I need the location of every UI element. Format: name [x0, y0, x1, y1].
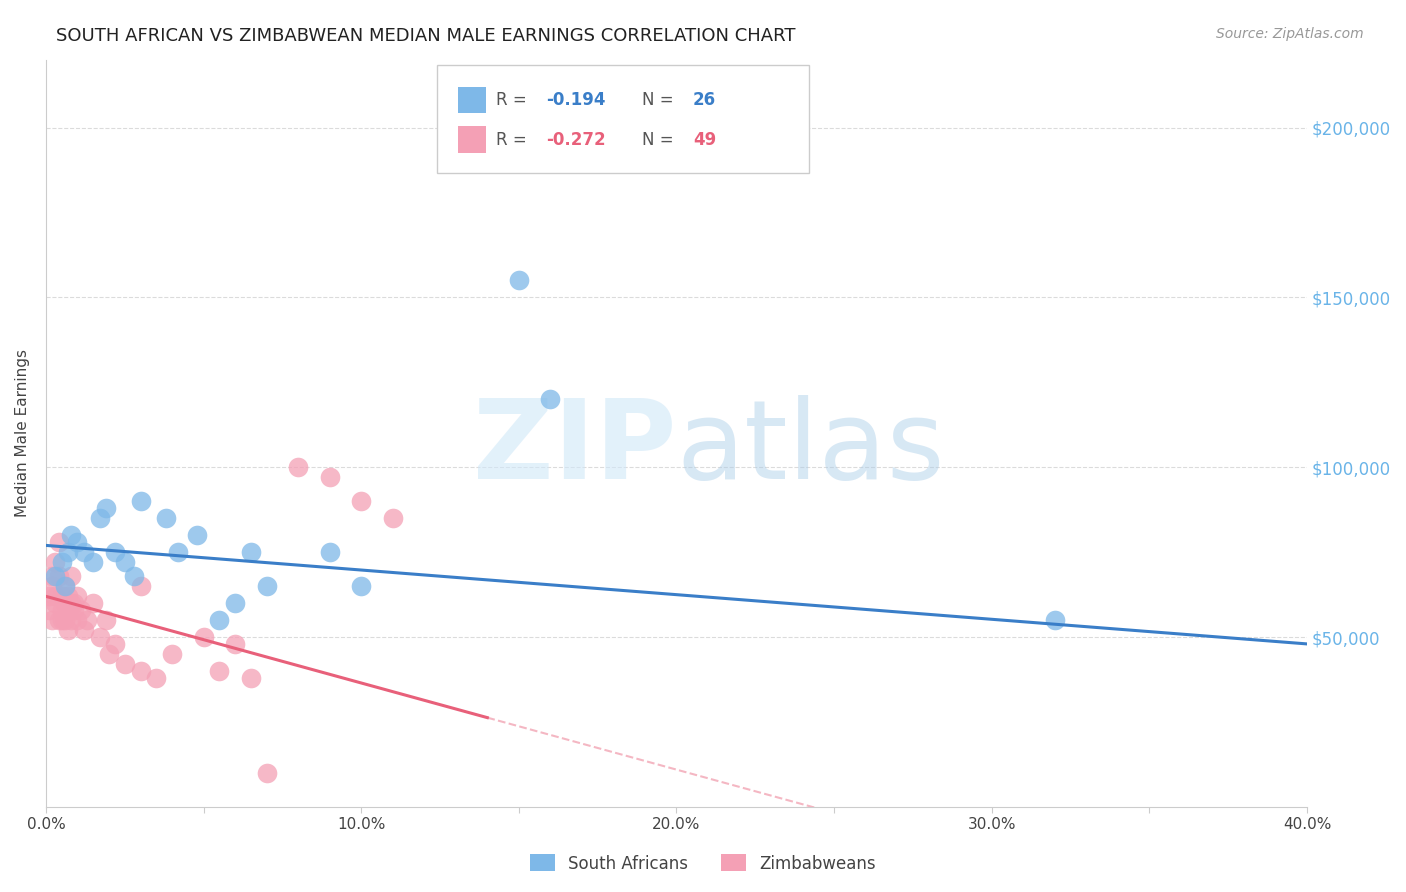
Point [318, 470, 340, 484]
Text: atlas: atlas [676, 395, 945, 501]
Point [48, 535, 70, 549]
Point [48, 613, 70, 627]
Point [60, 613, 83, 627]
Point [44, 590, 66, 604]
Point [51, 555, 73, 569]
Point [56, 545, 79, 559]
Point [73, 545, 96, 559]
Point [287, 460, 309, 475]
Point [76, 613, 98, 627]
Point [44, 555, 66, 569]
Point [129, 579, 152, 593]
Point [66, 590, 89, 604]
Point [1043, 613, 1066, 627]
Point [60, 569, 83, 583]
Text: ZIP: ZIP [472, 395, 676, 501]
Point [51, 613, 73, 627]
Point [51, 603, 73, 617]
Point [114, 555, 136, 569]
Point [38, 590, 60, 604]
Point [73, 624, 96, 638]
Point [63, 596, 86, 610]
Point [224, 596, 246, 610]
Point [208, 613, 231, 627]
Point [82, 555, 104, 569]
Point [239, 545, 262, 559]
Point [129, 664, 152, 678]
Text: -0.194: -0.194 [547, 91, 606, 109]
Point [51, 590, 73, 604]
Point [256, 579, 278, 593]
Point [167, 545, 190, 559]
Point [155, 511, 177, 525]
Point [145, 671, 167, 685]
Point [44, 596, 66, 610]
Text: N =: N = [643, 91, 679, 109]
Point [104, 637, 127, 651]
Point [508, 273, 530, 287]
Point [53, 579, 76, 593]
Text: SOUTH AFRICAN VS ZIMBABWEAN MEDIAN MALE EARNINGS CORRELATION CHART: SOUTH AFRICAN VS ZIMBABWEAN MEDIAN MALE … [56, 27, 796, 45]
Point [53, 579, 76, 593]
Point [318, 545, 340, 559]
Point [56, 624, 79, 638]
Text: 26: 26 [693, 91, 716, 109]
Point [69, 603, 91, 617]
Point [48, 569, 70, 583]
Point [538, 392, 561, 407]
Text: -0.272: -0.272 [547, 130, 606, 149]
Y-axis label: Median Male Earnings: Median Male Earnings [15, 350, 30, 517]
Point [60, 596, 83, 610]
Point [256, 766, 278, 780]
Point [208, 664, 231, 678]
Text: 49: 49 [693, 130, 716, 149]
Point [104, 545, 127, 559]
Text: N =: N = [643, 130, 679, 149]
Text: R =: R = [496, 91, 531, 109]
Point [41, 613, 63, 627]
Point [94, 501, 117, 516]
Point [350, 579, 373, 593]
Point [44, 569, 66, 583]
FancyBboxPatch shape [437, 65, 808, 173]
Point [224, 637, 246, 651]
Point [160, 647, 183, 661]
Point [239, 671, 262, 685]
Point [129, 494, 152, 508]
Point [350, 494, 373, 508]
Point [122, 569, 145, 583]
Text: R =: R = [496, 130, 531, 149]
Point [66, 535, 89, 549]
Point [98, 647, 121, 661]
Point [38, 603, 60, 617]
Point [53, 613, 76, 627]
Point [66, 613, 89, 627]
Point [193, 630, 215, 644]
Point [53, 596, 76, 610]
Text: Source: ZipAtlas.com: Source: ZipAtlas.com [1216, 27, 1364, 41]
Point [60, 528, 83, 542]
FancyBboxPatch shape [458, 87, 486, 113]
Point [89, 630, 111, 644]
Point [41, 579, 63, 593]
Point [94, 613, 117, 627]
Point [82, 596, 104, 610]
FancyBboxPatch shape [458, 127, 486, 153]
Point [56, 603, 79, 617]
Point [381, 511, 404, 525]
Point [114, 657, 136, 672]
Point [186, 528, 208, 542]
Point [63, 603, 86, 617]
Point [89, 511, 111, 525]
Point [56, 590, 79, 604]
Point [41, 569, 63, 583]
Legend: South Africans, Zimbabweans: South Africans, Zimbabweans [523, 847, 883, 880]
